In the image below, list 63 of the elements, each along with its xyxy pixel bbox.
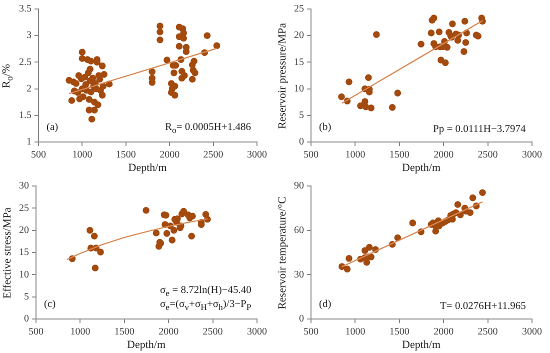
y-tick-label: 10 [19,269,29,280]
x-tick-label: 3000 [522,326,542,338]
x-axis-title: Depth/m [402,339,440,351]
y-tick-label: 2.5 [19,56,32,68]
annotation: (d) [319,299,332,311]
x-tick-label: 1500 [389,150,410,161]
y-tick-label: 20 [294,30,304,42]
x-tick-label: 2000 [434,150,454,161]
y-tick-label: 0 [299,136,304,148]
x-tick-label: 2000 [160,150,180,161]
y-tick-label: 2 [26,83,32,94]
x-tick-label: 2500 [478,326,498,338]
y-tick-label: 5 [24,291,29,302]
y-tick-label: 90 [294,180,304,192]
x-tick-label: 1000 [72,150,92,161]
y-tick-label: 1.5 [19,110,32,122]
y-tick-label: 3.5 [19,4,32,15]
y-tick-label: 1 [26,136,32,148]
annotation: T= 0.0276H+11.965 [440,301,526,313]
y-axis-title: Reservoir temperature/°C [276,196,288,309]
x-tick-label: 2500 [202,326,223,338]
x-tick-label: 500 [304,150,318,161]
y-tick-label: 25 [19,202,29,214]
y-tick-label: 3 [26,30,32,42]
x-tick-label: 500 [31,150,46,161]
x-axis-title: Depth/m [402,162,440,174]
y-tick-label: 0 [299,314,304,325]
text: σ$_{e}$=(σ$_{v}$+σ$_{H}$+σ$_{h}$)/3−P$_{P}$ [160,299,252,312]
x-tick-label: 1000 [345,326,366,338]
y-axis-title: Reservoir pressure/MPa [276,22,288,129]
annotation: (c) [44,299,56,311]
x-tick-label: 500 [304,326,318,338]
annotation: Pp = 0.0111H−3.7974 [433,124,526,136]
x-axis-title: Depth/m [127,339,166,351]
y-tick-label: 15 [19,247,29,258]
x-tick-label: 3000 [247,150,267,161]
annotation: R$_{o}$= 0.0005H+1.486 [165,122,251,136]
annotation: (a) [46,122,58,134]
y-tick-label: 15 [294,56,304,68]
y-tick-label: 30 [19,180,29,192]
x-tick-label: 1500 [389,326,410,338]
y-tick-label: 60 [294,224,304,236]
y-tick-label: 30 [294,269,304,280]
x-tick-label: 500 [28,326,44,338]
x-tick-label: 1500 [114,326,134,338]
y-tick-label: 0 [24,314,29,325]
x-tick-label: 1000 [70,326,90,338]
y-tick-label: 10 [294,83,304,94]
x-tick-label: 2500 [478,150,498,161]
x-tick-label: 1000 [345,150,366,161]
x-tick-label: 2500 [203,150,224,161]
x-tick-label: 1500 [116,150,136,161]
x-axis-title: Depth/m [128,162,167,174]
y-tick-label: 20 [19,224,29,236]
x-tick-label: 3000 [522,150,542,161]
y-tick-label: 25 [294,4,304,15]
annotation: σ$_{e}$ = 8.72ln(H)−45.40 [160,285,252,299]
y-axis-title: Effective stress/MPa [2,206,14,298]
x-tick-label: 2000 [434,326,454,338]
annotation: (b) [319,122,332,134]
y-tick-label: 5 [299,110,304,122]
x-tick-label: 3000 [247,326,267,338]
x-tick-label: 2000 [158,326,179,338]
